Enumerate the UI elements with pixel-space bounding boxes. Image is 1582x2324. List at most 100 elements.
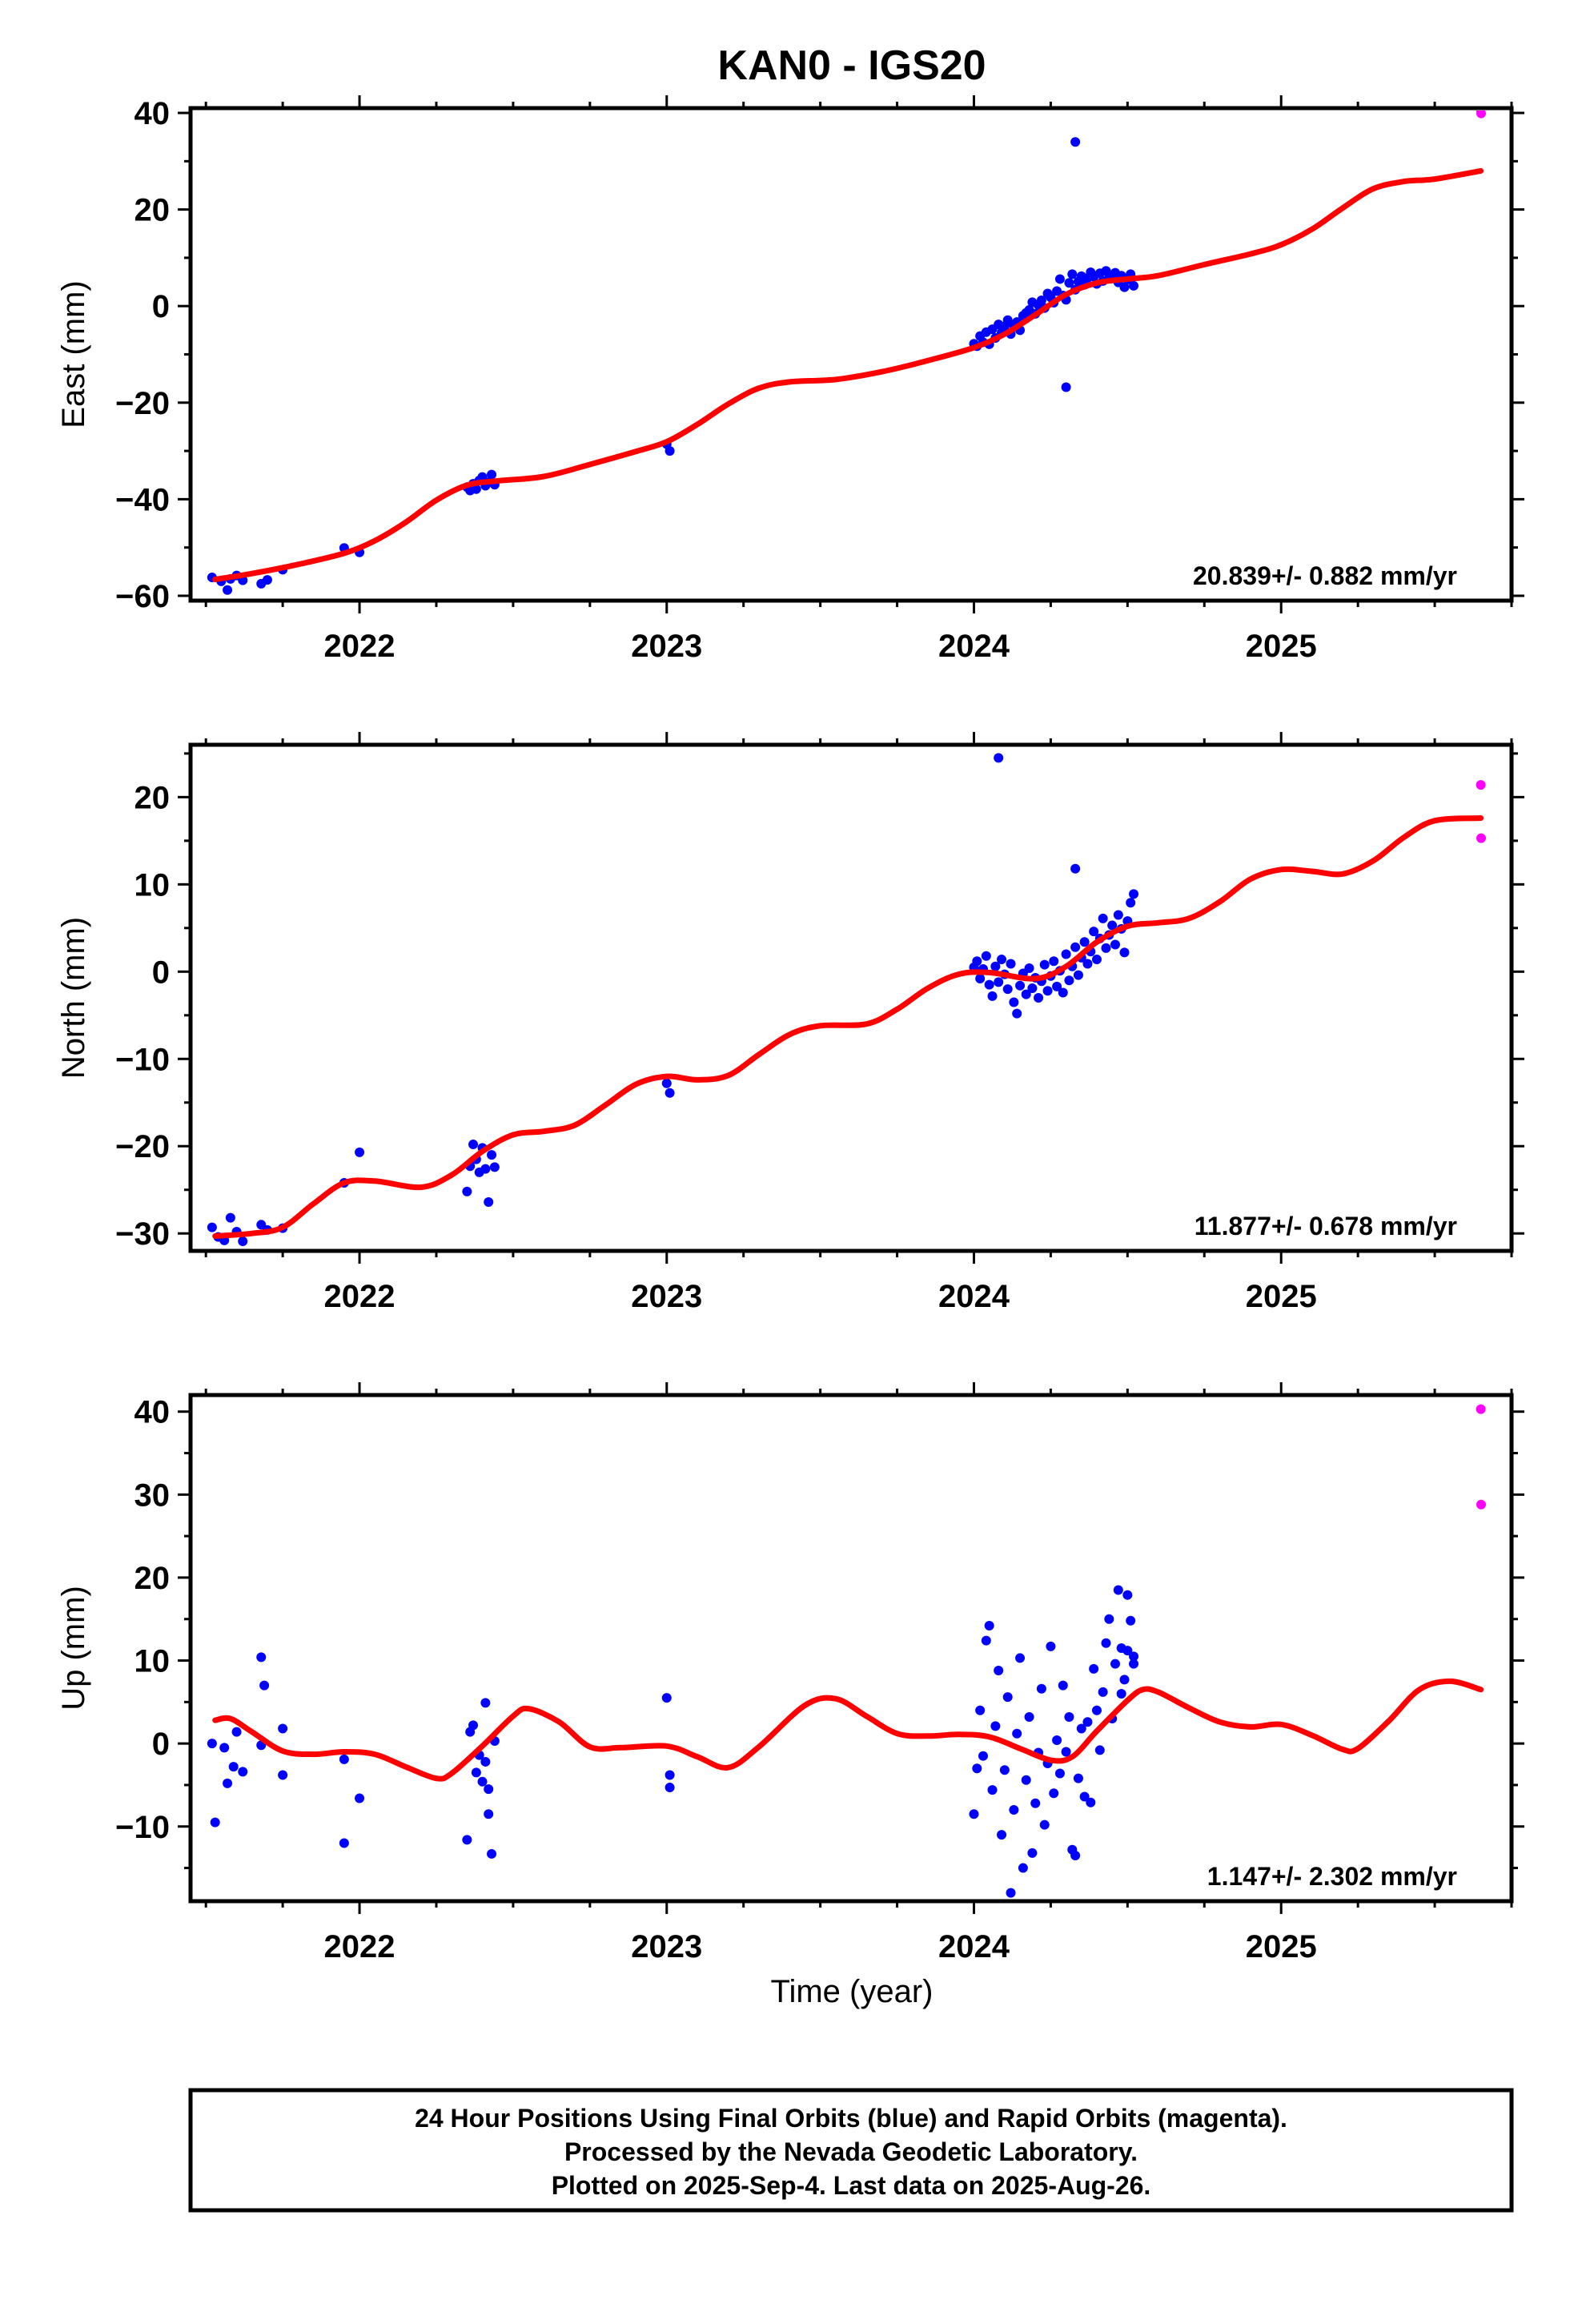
footer-box: 24 Hour Positions Using Final Orbits (bl… [188, 2088, 1514, 2213]
final-orbit-point [1122, 1646, 1133, 1656]
y-tick-label: −20 [115, 386, 170, 421]
final-orbit-point [1049, 1788, 1059, 1799]
final-orbit-point [1129, 280, 1139, 291]
y-tick-label: 20 [135, 1561, 171, 1596]
final-orbit-point [1027, 1848, 1038, 1858]
final-orbit-point [256, 1652, 267, 1663]
final-orbit-point [207, 1739, 217, 1749]
final-orbit-point [987, 991, 998, 1001]
final-orbit-point [468, 1720, 479, 1731]
final-orbit-point [1107, 920, 1118, 931]
final-orbit-point [1119, 947, 1130, 958]
final-orbit-point [984, 1621, 994, 1631]
panel-east: 2022 2023 2024 2025 −60 −40 −20 0 20 40 East (mm) 2… [56, 95, 1524, 664]
final-orbit-point [984, 979, 994, 990]
plot-area [207, 753, 1487, 1247]
final-orbit-point [1012, 1008, 1022, 1019]
final-orbit-point [1024, 1711, 1034, 1722]
final-orbit-point [339, 1754, 349, 1764]
plot-frame [188, 106, 1514, 603]
final-orbit-point [665, 1783, 675, 1793]
final-orbit-point [1064, 975, 1074, 986]
final-orbit-point [1015, 1653, 1026, 1663]
y-tick-label: 0 [152, 955, 170, 990]
x-tick-label: 2024 [938, 629, 1010, 664]
final-orbit-point [480, 1756, 491, 1767]
final-orbit-point [1129, 889, 1139, 899]
final-orbit-point [1058, 1680, 1068, 1691]
y-tick-label: 0 [152, 289, 170, 324]
final-orbit-point [1061, 949, 1071, 959]
final-orbit-point [1119, 282, 1130, 292]
final-orbit-point [223, 1778, 233, 1788]
final-orbit-point [997, 1830, 1007, 1840]
final-orbit-point [1030, 1798, 1041, 1808]
final-orbit-point [1042, 986, 1053, 996]
final-orbit-point [259, 1680, 270, 1691]
final-orbit-point [987, 1785, 998, 1795]
y-tick-label: 40 [135, 1395, 171, 1430]
final-orbit-point [1122, 1590, 1133, 1600]
final-orbit-point [981, 951, 991, 961]
final-orbit-point [975, 1705, 986, 1715]
rapid-orbit-point [1476, 780, 1486, 790]
y-tick-label: −10 [115, 1810, 170, 1845]
footer-frame [188, 2088, 1514, 2213]
rapid-orbit-point [1476, 1499, 1487, 1510]
final-orbit-point [339, 1838, 349, 1848]
velocity-rate-label: 1.147+/- 2.302 mm/yr [1207, 1862, 1457, 1891]
final-orbit-point [210, 1817, 220, 1827]
x-tick-label: 2025 [1246, 1929, 1317, 1964]
final-orbit-point [999, 1765, 1010, 1775]
final-orbit-point [997, 955, 1007, 965]
final-orbit-point [1052, 981, 1062, 991]
final-orbit-point [661, 1693, 672, 1703]
x-axis-label: Time (year) [771, 1974, 934, 2009]
final-orbit-point [480, 1698, 491, 1708]
final-orbit-point [1027, 983, 1038, 994]
y-tick-label: 10 [135, 1644, 171, 1679]
final-orbit-point [1082, 959, 1093, 969]
final-orbit-point [471, 484, 481, 494]
final-orbit-point [665, 446, 675, 456]
y-tick-label: −10 [115, 1042, 170, 1077]
final-orbit-point [1089, 1663, 1099, 1674]
final-orbit-point [487, 469, 497, 480]
final-orbit-point [1021, 989, 1031, 999]
final-orbit-point [468, 1140, 479, 1150]
x-tick-label: 2023 [631, 629, 702, 664]
final-orbit-point [262, 575, 272, 585]
final-orbit-point [1091, 1705, 1102, 1715]
final-orbit-point [1101, 1638, 1111, 1648]
final-orbit-point [990, 1721, 1001, 1731]
plot-frame [188, 1393, 1514, 1904]
chart-title: KAN0 - IGS20 [717, 42, 986, 89]
final-orbit-point [1073, 970, 1083, 980]
y-tick-label: 10 [135, 867, 171, 903]
final-orbit-point [1126, 898, 1136, 908]
x-tick-label: 2023 [631, 1279, 702, 1314]
final-orbit-point [1119, 1675, 1130, 1685]
final-orbit-point [1054, 1768, 1065, 1779]
final-orbit-point [462, 1835, 472, 1845]
final-orbit-point [1064, 1711, 1074, 1722]
final-orbit-point [1009, 1805, 1019, 1815]
footer-line-2: Processed by the Nevada Geodetic Laborat… [564, 2137, 1138, 2166]
final-orbit-point [1129, 1659, 1139, 1669]
x-tick-label: 2022 [324, 629, 396, 664]
final-orbit-point [1116, 1688, 1126, 1699]
final-orbit-point [1061, 382, 1071, 392]
final-orbit-point [975, 974, 986, 984]
y-tick-label: 0 [152, 1727, 170, 1762]
final-orbit-point [1009, 997, 1019, 1007]
final-orbit-point [278, 1723, 288, 1734]
final-orbit-point [219, 1743, 230, 1753]
final-orbit-point [1018, 1863, 1028, 1873]
final-orbit-point [978, 1751, 988, 1761]
final-orbit-point [228, 1762, 239, 1772]
final-orbit-point [1070, 137, 1081, 147]
final-orbit-point [1110, 939, 1120, 950]
final-orbit-point [1024, 963, 1034, 973]
x-tick-label: 2022 [324, 1279, 396, 1314]
plot-area [207, 1404, 1487, 1898]
